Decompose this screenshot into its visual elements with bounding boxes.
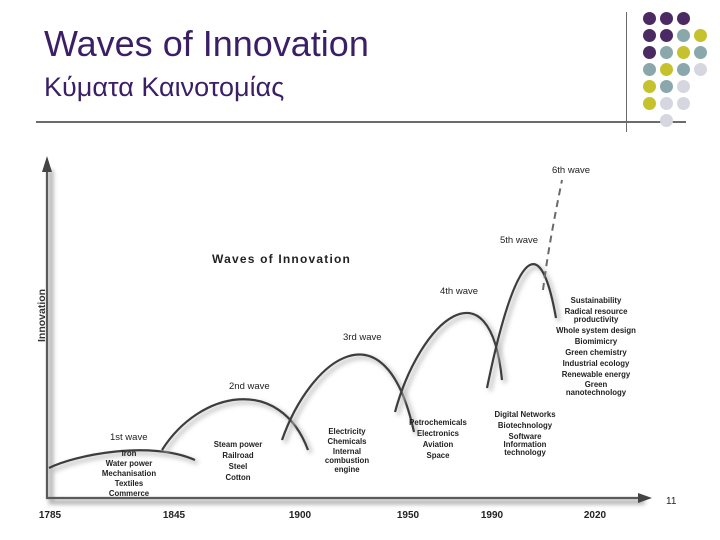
wave-items: Iron Water power Mechanisation Textiles … bbox=[102, 296, 636, 498]
x-tick-label: 1900 bbox=[289, 510, 312, 521]
wave-item: Water power bbox=[106, 459, 153, 468]
axes bbox=[42, 156, 652, 505]
wave-item: Steel bbox=[229, 462, 248, 471]
wave-curve-6 bbox=[542, 179, 563, 291]
wave-2-items: Steam power Railroad Steel Cotton bbox=[214, 440, 263, 482]
wave-item: combustion bbox=[325, 456, 369, 465]
wave-label-3: 3rd wave bbox=[343, 332, 382, 343]
wave-item: productivity bbox=[574, 315, 619, 324]
wave-label-5: 5th wave bbox=[500, 235, 538, 246]
wave-label-2: 2nd wave bbox=[229, 381, 270, 392]
wave-item: Renewable energy bbox=[562, 370, 631, 379]
wave-item: Whole system design bbox=[556, 326, 636, 335]
x-axis-ticks: 1785 1845 1900 1950 1990 2020 bbox=[39, 510, 607, 521]
wave-item: Biomimicry bbox=[575, 337, 618, 346]
wave-item: engine bbox=[334, 465, 360, 474]
wave-item: Radical resource bbox=[565, 307, 629, 316]
title-divider bbox=[36, 121, 686, 123]
wave-item: Space bbox=[427, 451, 451, 460]
wave-item: Sustainability bbox=[571, 296, 622, 305]
wave-curve-5 bbox=[485, 263, 562, 392]
wave-3-items: Electricity Chemicals Internal combustio… bbox=[325, 427, 369, 474]
wave-item: Cotton bbox=[225, 473, 250, 482]
y-axis-arrow-icon bbox=[42, 156, 52, 172]
wave-label-4: 4th wave bbox=[440, 286, 478, 297]
wave-item: Aviation bbox=[423, 440, 454, 449]
wave-curves bbox=[48, 179, 563, 474]
wave-item: Information bbox=[504, 440, 547, 449]
wave-curve-1 bbox=[48, 449, 199, 474]
corner-divider bbox=[626, 12, 627, 132]
x-tick-label: 1845 bbox=[163, 510, 186, 521]
wave-item: Chemicals bbox=[327, 437, 367, 446]
wave-item: Iron bbox=[122, 449, 137, 458]
wave-item: Internal bbox=[333, 447, 361, 456]
wave-item: Software bbox=[509, 432, 543, 441]
wave-curve-4 bbox=[393, 311, 508, 416]
wave-4-items: Petrochemicals Electronics Aviation Spac… bbox=[409, 418, 467, 460]
wave-item: Textiles bbox=[115, 479, 144, 488]
x-tick-label: 1950 bbox=[397, 510, 420, 521]
wave-item: Digital Networks bbox=[494, 410, 556, 419]
wave-1-items: Iron Water power Mechanisation Textiles … bbox=[102, 449, 156, 498]
wave-labels: 1st wave 2nd wave 3rd wave 4th wave 5th … bbox=[110, 165, 590, 443]
wave-item: nanotechnology bbox=[566, 388, 627, 397]
wave-label-6: 6th wave bbox=[552, 165, 590, 176]
x-tick-label: 2020 bbox=[584, 510, 607, 521]
wave-label-1: 1st wave bbox=[110, 432, 148, 443]
page-number: 11 bbox=[666, 496, 677, 507]
wave-item: Mechanisation bbox=[102, 469, 156, 478]
x-axis-arrow-icon bbox=[638, 493, 652, 503]
wave-item: Biotechnology bbox=[498, 421, 553, 430]
wave-item: Commerce bbox=[109, 489, 150, 498]
wave-item: Steam power bbox=[214, 440, 263, 449]
wave-curve-2 bbox=[161, 398, 314, 455]
wave-item: Electronics bbox=[417, 429, 460, 438]
slide-subtitle: Κύματα Καινοτομίας bbox=[44, 72, 285, 102]
x-tick-label: 1785 bbox=[39, 510, 62, 521]
wave-5-items: Digital Networks Biotechnology Software … bbox=[494, 410, 556, 457]
diagram-heading: Waves of Innovation bbox=[212, 252, 351, 266]
x-tick-label: 1990 bbox=[481, 510, 504, 521]
wave-item: Green chemistry bbox=[565, 348, 627, 357]
wave-item: Petrochemicals bbox=[409, 418, 467, 427]
wave-item: Electricity bbox=[328, 427, 366, 436]
y-axis-label: Innovation bbox=[36, 289, 48, 342]
wave-6-items: Sustainability Radical resource producti… bbox=[556, 296, 636, 397]
wave-item: Railroad bbox=[222, 451, 253, 460]
wave-item: technology bbox=[504, 448, 546, 457]
wave-item: Green bbox=[585, 380, 608, 389]
slide-title: Waves of Innovation bbox=[44, 23, 369, 64]
wave-item: Industrial ecology bbox=[563, 359, 630, 368]
